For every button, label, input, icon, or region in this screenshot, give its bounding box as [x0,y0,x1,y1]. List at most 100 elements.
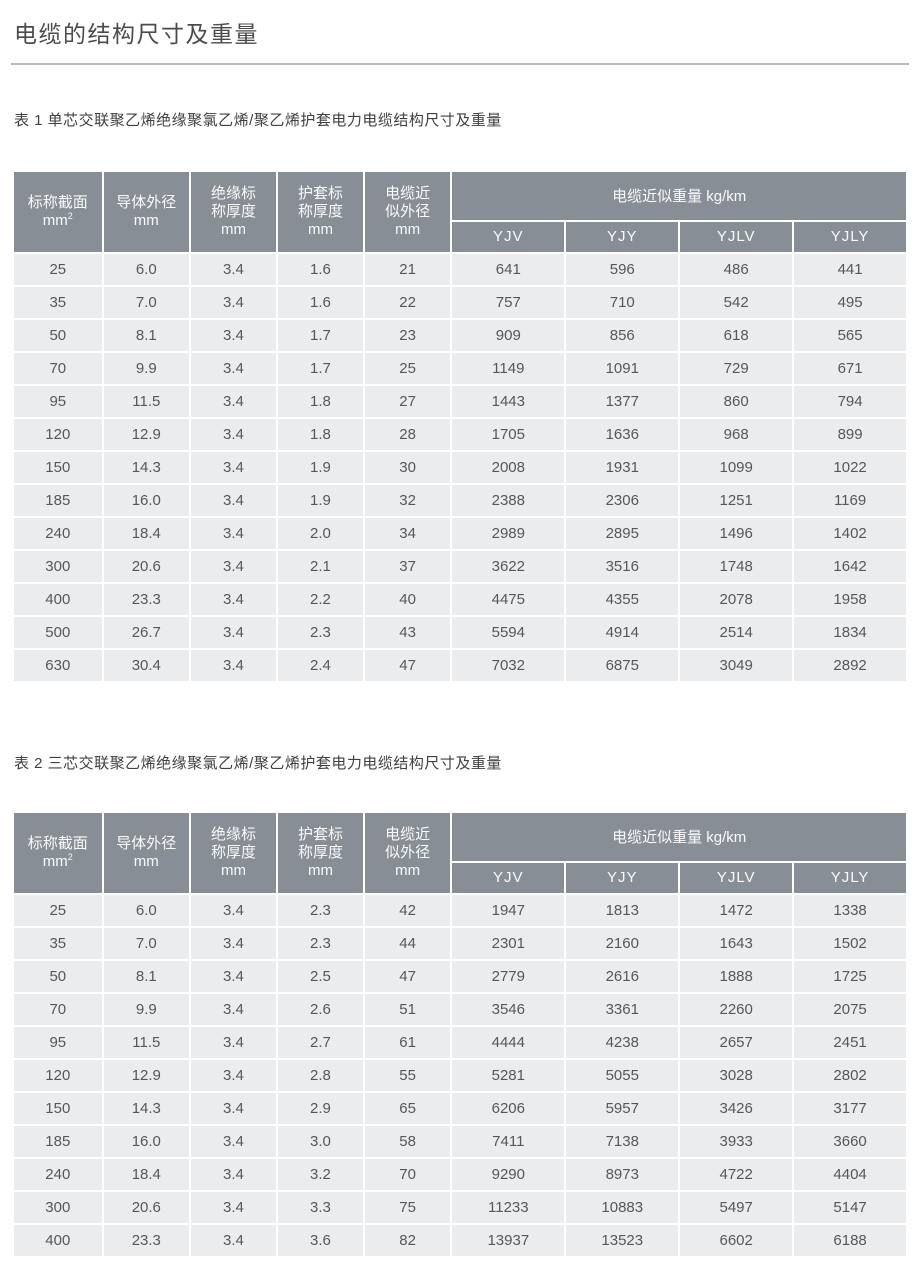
table-cell: 630 [14,649,102,681]
table-cell: 729 [680,352,793,384]
table-cell: 43 [364,616,451,648]
table2-body: 25 6.0 3.4 2.3 42 1947 1813 1472 1338 35 7.0 3.4 2.3… [14,894,906,1256]
table-cell: 3.4 [191,1125,276,1157]
table-cell: 1813 [566,894,679,926]
table-cell: 2.3 [277,927,363,959]
table-cell: 2008 [452,451,565,483]
table-cell: 2.4 [277,649,363,681]
col-header-nominal-section: 标称截面 mm2 [14,171,102,252]
col-header-unit: mm [220,861,246,879]
table-cell: 300 [14,1191,102,1223]
col-header-conductor-diameter: 导体外径 mm [103,812,189,893]
table-cell: 2.7 [277,1026,363,1058]
table-cell: 1091 [566,352,679,384]
table-cell: 1888 [680,960,793,992]
table-cell: 2075 [794,993,906,1025]
table-cell: 50 [14,960,102,992]
col-header-yjv: YJV [452,862,565,893]
col-header-conductor-diameter: 导体外径 mm [103,171,189,252]
table-row: 120 12.9 3.4 2.8 55 5281 5055 3028 2802 [14,1059,906,1091]
table-row: 500 26.7 3.4 2.3 43 5594 4914 2514 1834 [14,616,906,648]
table1-body: 25 6.0 3.4 1.6 21 641 596 486 441 35 7.0 3.4 1.6 22 75… [14,253,906,681]
table-cell: 3.4 [191,993,276,1025]
table-cell: 20.6 [103,550,189,582]
table-cell: 1502 [794,927,906,959]
table-cell: 2.8 [277,1059,363,1091]
table-cell: 61 [364,1026,451,1058]
table-cell: 18.4 [103,517,189,549]
table2-caption: 表 2 三芯交联聚乙烯绝缘聚氯乙烯/聚乙烯护套电力电缆结构尺寸及重量 [14,754,502,772]
table-cell: 3.4 [191,451,276,483]
table-cell: 1099 [680,451,793,483]
table-cell: 1748 [680,550,793,582]
table-cell: 2892 [794,649,906,681]
table-cell: 20.6 [103,1191,189,1223]
col-header-yjlv: YJLV [680,862,793,893]
table-cell: 25 [14,894,102,926]
table-row: 150 14.3 3.4 2.9 65 6206 5957 3426 3177 [14,1092,906,1124]
table-cell: 2.3 [277,894,363,926]
unit-text: mm [42,211,68,229]
table-cell: 3.4 [191,352,276,384]
col-header-unit: mm [220,220,246,238]
table-row: 35 7.0 3.4 1.6 22 757 710 542 495 [14,286,906,318]
table-cell: 3622 [452,550,565,582]
table-cell: 1.7 [277,352,363,384]
table2-header: 标称截面 mm2 导体外径 mm 绝缘标称厚度 mm 护套标称厚度 mm 电缆近… [14,812,906,893]
col-header-weight-group: 电缆近似重量 kg/km [452,171,906,220]
table-cell: 3.4 [191,286,276,318]
table-cell: 9.9 [103,352,189,384]
table-cell: 5147 [794,1191,906,1223]
table-row: 50 8.1 3.4 1.7 23 909 856 618 565 [14,319,906,351]
table-cell: 22 [364,286,451,318]
table-cell: 3.4 [191,484,276,516]
table-cell: 7.0 [103,927,189,959]
table-cell: 2301 [452,927,565,959]
table-cell: 300 [14,550,102,582]
table-cell: 26.7 [103,616,189,648]
col-header-insulation-thickness: 绝缘标称厚度 mm [191,171,276,252]
table-cell: 185 [14,484,102,516]
table-cell: 240 [14,517,102,549]
table-cell: 3.2 [277,1158,363,1190]
page-title: 电缆的结构尺寸及重量 [14,21,259,47]
table-row: 240 18.4 3.4 2.0 34 2989 2895 1496 1402 [14,517,906,549]
table-cell: 7032 [452,649,565,681]
table-cell: 2260 [680,993,793,1025]
table-cell: 3.4 [191,253,276,285]
table-cell: 7411 [452,1125,565,1157]
table-cell: 12.9 [103,1059,189,1091]
table-cell: 3.4 [191,1224,276,1256]
table-cell: 2451 [794,1026,906,1058]
table-cell: 400 [14,583,102,615]
table-cell: 3.3 [277,1191,363,1223]
table-cell: 3.0 [277,1125,363,1157]
table-cell: 3.4 [191,550,276,582]
table-cell: 30 [364,451,451,483]
table-cell: 5957 [566,1092,679,1124]
table-cell: 441 [794,253,906,285]
table-cell: 3028 [680,1059,793,1091]
table-cell: 1705 [452,418,565,450]
table-cell: 3177 [794,1092,906,1124]
table-cell: 2078 [680,583,793,615]
col-header-unit: mm2 [14,852,102,871]
table-cell: 13937 [452,1224,565,1256]
table-cell: 30.4 [103,649,189,681]
col-header-unit: mm2 [14,211,102,230]
table-cell: 5281 [452,1059,565,1091]
table-cell: 32 [364,484,451,516]
table-cell: 16.0 [103,1125,189,1157]
table-cell: 3.4 [191,649,276,681]
table-cell: 4238 [566,1026,679,1058]
col-header-insulation-thickness: 绝缘标称厚度 mm [191,812,276,893]
table-cell: 2.5 [277,960,363,992]
table-row: 50 8.1 3.4 2.5 47 2779 2616 1888 1725 [14,960,906,992]
table-cell: 1.9 [277,484,363,516]
table-cell: 1.9 [277,451,363,483]
table-row: 95 11.5 3.4 1.8 27 1443 1377 860 794 [14,385,906,417]
table-cell: 42 [364,894,451,926]
table-cell: 7138 [566,1125,679,1157]
table-cell: 3.4 [191,927,276,959]
